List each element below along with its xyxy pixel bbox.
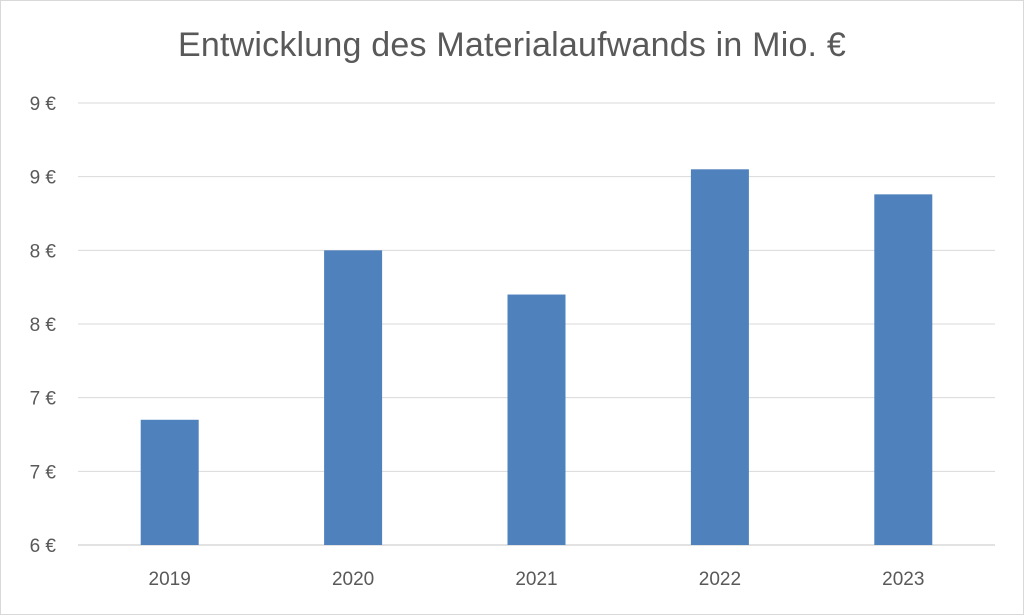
- y-tick-label: 7 €: [30, 462, 57, 483]
- y-axis-labels: 6 € 7 € 7 € 8 € 8 € 9 € 9 €: [30, 94, 57, 557]
- x-tick-label: 2019: [149, 569, 191, 590]
- x-tick-label: 2023: [882, 569, 924, 590]
- x-tick-label: 2020: [332, 569, 374, 590]
- bar-2020: [324, 250, 383, 546]
- x-axis-labels: 2019 2020 2021 2022 2023: [149, 569, 925, 590]
- bars: [140, 169, 933, 546]
- y-tick-label: 8 €: [30, 241, 57, 262]
- x-tick-label: 2021: [515, 569, 557, 590]
- y-tick-label: 8 €: [30, 315, 57, 336]
- chart-title: Entwicklung des Materialaufwands in Mio.…: [178, 26, 846, 64]
- y-tick-label: 6 €: [30, 536, 57, 557]
- y-tick-label: 7 €: [30, 389, 57, 410]
- bar-2019: [140, 419, 199, 545]
- y-tick-label: 9 €: [30, 94, 57, 115]
- y-tick-label: 9 €: [30, 168, 57, 189]
- x-tick-label: 2022: [699, 569, 741, 590]
- bar-2022: [690, 169, 749, 546]
- bar-2023: [874, 194, 933, 545]
- bar-2021: [507, 294, 566, 545]
